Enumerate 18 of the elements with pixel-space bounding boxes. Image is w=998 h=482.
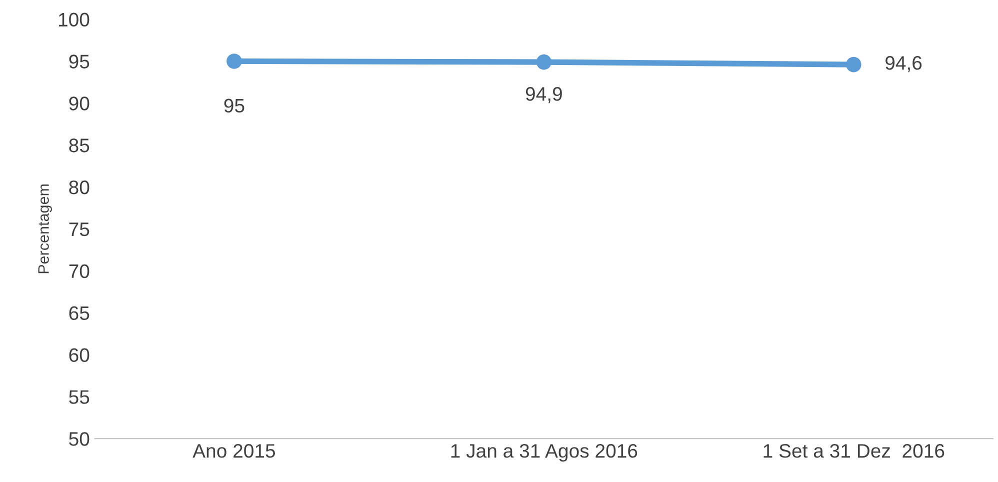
y-tick-label: 60 xyxy=(69,348,90,362)
data-label: 94,6 xyxy=(886,56,922,72)
y-tick-label: 95 xyxy=(69,54,90,68)
y-tick-label: 100 xyxy=(58,12,90,27)
x-tick-label: 1 Jan a 31 Agos 2016 xyxy=(451,444,638,462)
y-axis-title: Percentagem xyxy=(38,184,52,274)
x-tick-label: 1 Set a 31 Dez 2016 xyxy=(764,444,944,458)
y-tick-label: 75 xyxy=(69,222,90,236)
y-tick-label: 70 xyxy=(69,264,90,278)
y-tick-label: 50 xyxy=(69,432,90,446)
data-label: 95 xyxy=(224,98,244,113)
data-label: 94,9 xyxy=(526,87,562,104)
y-tick-label: 90 xyxy=(69,96,90,110)
x-tick-label: Ano 2015 xyxy=(192,444,275,458)
y-tick-label: 55 xyxy=(69,390,90,404)
y-tick-label: 65 xyxy=(69,306,90,320)
y-tick-label: 80 xyxy=(69,180,90,194)
y-tick-label: 85 xyxy=(69,138,90,152)
